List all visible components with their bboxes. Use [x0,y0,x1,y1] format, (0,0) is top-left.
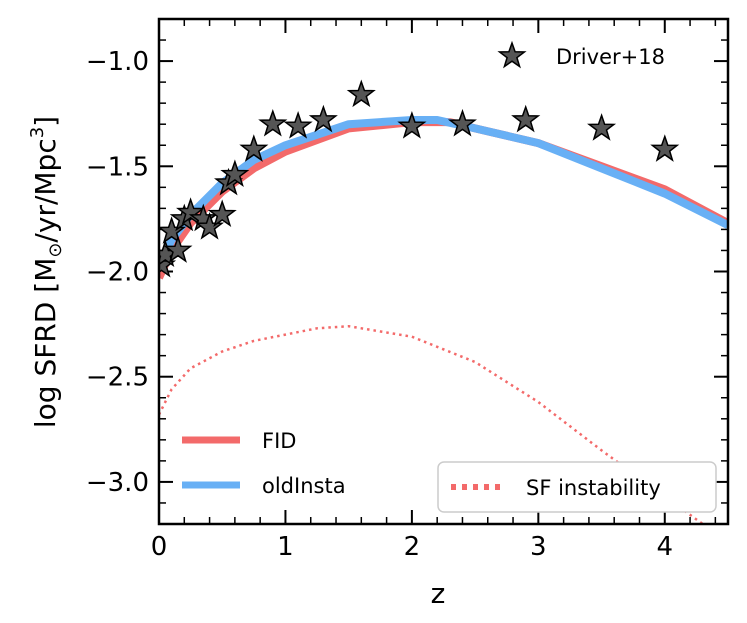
legend-star-marker [497,40,527,69]
y-tick-label: −1.5 [86,152,149,182]
x-tick-label: 0 [151,532,168,562]
scatter-star [207,199,237,228]
legend-lines: FID oldInsta [182,429,346,498]
legend-label-driver: Driver+18 [556,45,665,69]
scatter-star [283,111,313,139]
y-tick-label: −1.0 [86,47,149,77]
y-tick-label: −3.0 [86,468,149,498]
scatter-star [587,113,617,141]
legend-label-oldinsta: oldInsta [262,474,346,498]
x-tick-label: 4 [657,532,674,562]
scatter-star [511,104,541,133]
legend-driver: Driver+18 [497,40,665,69]
plot-frame [157,17,730,526]
scatter-star [159,216,187,244]
scatter-star [346,79,376,108]
legend-sf-instability: SF instability [437,461,717,513]
scatter-star [258,108,288,137]
scatter-star [195,212,225,240]
x-tick-label: 1 [277,532,294,562]
series-line-oldinsta [159,116,728,269]
scatter-star [163,235,193,263]
x-tick-label: 2 [404,532,421,562]
y-axis-label: log SFRD [M⊙/yr/Mpc3] [27,116,66,428]
series-line-sf-instability [159,324,704,524]
x-tick-label: 3 [530,532,547,562]
y-tick-label: −2.0 [86,258,149,288]
scatter-star [239,134,269,162]
scatter-star [308,104,338,133]
legend-label-sf-instability: SF instability [526,476,661,500]
scatter-star [176,197,206,225]
scatter-points [159,79,680,278]
legend-marker-driver [497,40,527,69]
scatter-star [650,134,680,162]
y-tick-label: −2.5 [86,363,149,393]
legend-label-fid: FID [262,429,296,453]
tick-labels: 0 1 2 3 4 −1.0 −1.5 −2.0 −2.5 −3.0 [86,47,673,562]
scatter-star [447,108,477,137]
legend-box [437,461,717,513]
axis-ticks [158,18,728,525]
x-axis-label: z [431,577,446,610]
scatter-star [220,159,250,188]
scatter-star [397,111,427,139]
